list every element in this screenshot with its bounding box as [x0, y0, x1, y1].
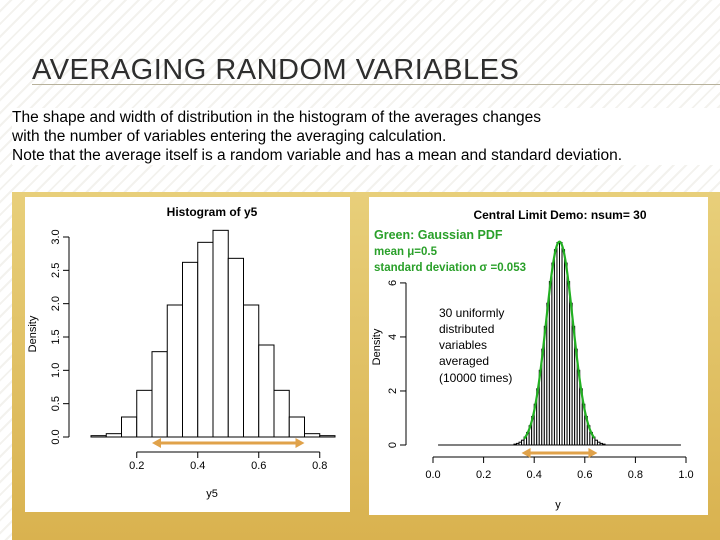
chart1-x-axis-label: y5 — [206, 488, 218, 500]
chart1-y-tick-label: 0.0 — [50, 429, 62, 444]
histogram-y5-svg: Histogram of y5 Density y5 0.2 0.4 0.6 0.8 0… — [27, 205, 336, 500]
chart2-y-tick-label: 2 — [387, 388, 399, 394]
histogram-bar — [121, 416, 138, 438]
chart1-x-tick-label: 0.2 — [129, 460, 144, 472]
chart2-legend-line-3: standard deviation σ =0.053 — [374, 262, 526, 274]
chart2-title: Central Limit Demo: nsum= 30 — [473, 208, 646, 222]
histogram-bar — [166, 304, 183, 438]
chart2-x-tick-label: 0.4 — [527, 469, 542, 481]
chart1-y-axis-label: Density — [27, 315, 39, 352]
chart2-x-tick-label: 0.0 — [425, 469, 440, 481]
chart1-x-tick-label: 0.4 — [190, 460, 205, 472]
chart2-y-axis-label: Density — [371, 328, 383, 365]
slide-title: AVERAGING RANDOM VARIABLES — [32, 54, 520, 86]
histogram-bar — [197, 241, 214, 438]
chart1-width-arrow-right-head — [295, 438, 305, 448]
chart1-y-tick-label: 1.0 — [50, 363, 62, 378]
histogram-bar — [227, 257, 244, 438]
chart1-y-tick-label: 0.5 — [50, 396, 62, 411]
chart1-x-tick-label: 0.6 — [251, 460, 266, 472]
chart1-title: Histogram of y5 — [167, 205, 258, 219]
histogram-bar — [243, 304, 260, 438]
chart1-y-tick-label: 3.0 — [50, 229, 62, 244]
chart2-annotation-line-1: 30 uniformly — [439, 306, 504, 320]
histogram-bar — [212, 229, 229, 438]
body-line-3: Note that the average itself is a random… — [12, 147, 623, 164]
chart2-width-arrow-right-head — [588, 448, 598, 458]
histogram-bar — [151, 351, 168, 438]
histogram-bar — [288, 416, 305, 438]
chart2-x-tick-label: 0.8 — [628, 469, 643, 481]
chart2-y-tick-label: 4 — [387, 334, 399, 340]
chart2-annotation-line-3: variables — [439, 338, 487, 352]
histogram-bar — [182, 261, 199, 438]
central-limit-svg: Central Limit Demo: nsum= 30 Green: Gaus… — [371, 208, 694, 511]
title-underline — [32, 84, 720, 85]
histogram-bar — [90, 435, 107, 438]
chart1-y-tick-label: 2.5 — [50, 263, 62, 278]
chart1-width-arrow-left-head — [152, 438, 161, 448]
chart2-y-tick-label: 0 — [387, 442, 399, 448]
gaussian-pdf-curve — [523, 240, 596, 440]
chart2-y-tick-label: 6 — [387, 280, 399, 286]
body-line-2: with the number of variables entering th… — [12, 128, 447, 145]
central-limit-demo-chart: Central Limit Demo: nsum= 30 Green: Gaus… — [369, 197, 708, 515]
chart2-annotation-line-2: distributed — [439, 322, 494, 336]
chart2-width-arrow-left-head — [521, 448, 531, 458]
chart2-x-tick-label: 0.6 — [577, 469, 592, 481]
histogram-bar — [136, 389, 153, 438]
body-text: The shape and width of distribution in t… — [12, 108, 720, 165]
chart2-annotation-line-5: (10000 times) — [439, 371, 512, 385]
histogram-bar — [319, 435, 336, 438]
chart1-y-tick-label: 2.0 — [50, 296, 62, 311]
chart2-legend-line-1: Green: Gaussian PDF — [374, 228, 503, 242]
chart2-annotation-line-4: averaged — [439, 354, 489, 368]
histogram-bar — [304, 433, 321, 438]
histogram-bar — [105, 433, 122, 438]
chart1-y-tick-label: 1.5 — [50, 329, 62, 344]
chart2-x-axis-label: y — [555, 499, 561, 511]
body-line-1: The shape and width of distribution in t… — [12, 109, 542, 126]
chart2-x-tick-label: 0.2 — [476, 469, 491, 481]
histogram-bar — [273, 389, 290, 438]
histogram-bar — [258, 344, 275, 438]
chart2-legend-line-2: mean μ=0.5 — [374, 246, 438, 258]
chart1-x-tick-label: 0.8 — [312, 460, 327, 472]
chart2-x-tick-label: 1.0 — [678, 469, 693, 481]
histogram-y5-chart: Histogram of y5 Density y5 0.2 0.4 0.6 0.8 0… — [25, 197, 350, 512]
